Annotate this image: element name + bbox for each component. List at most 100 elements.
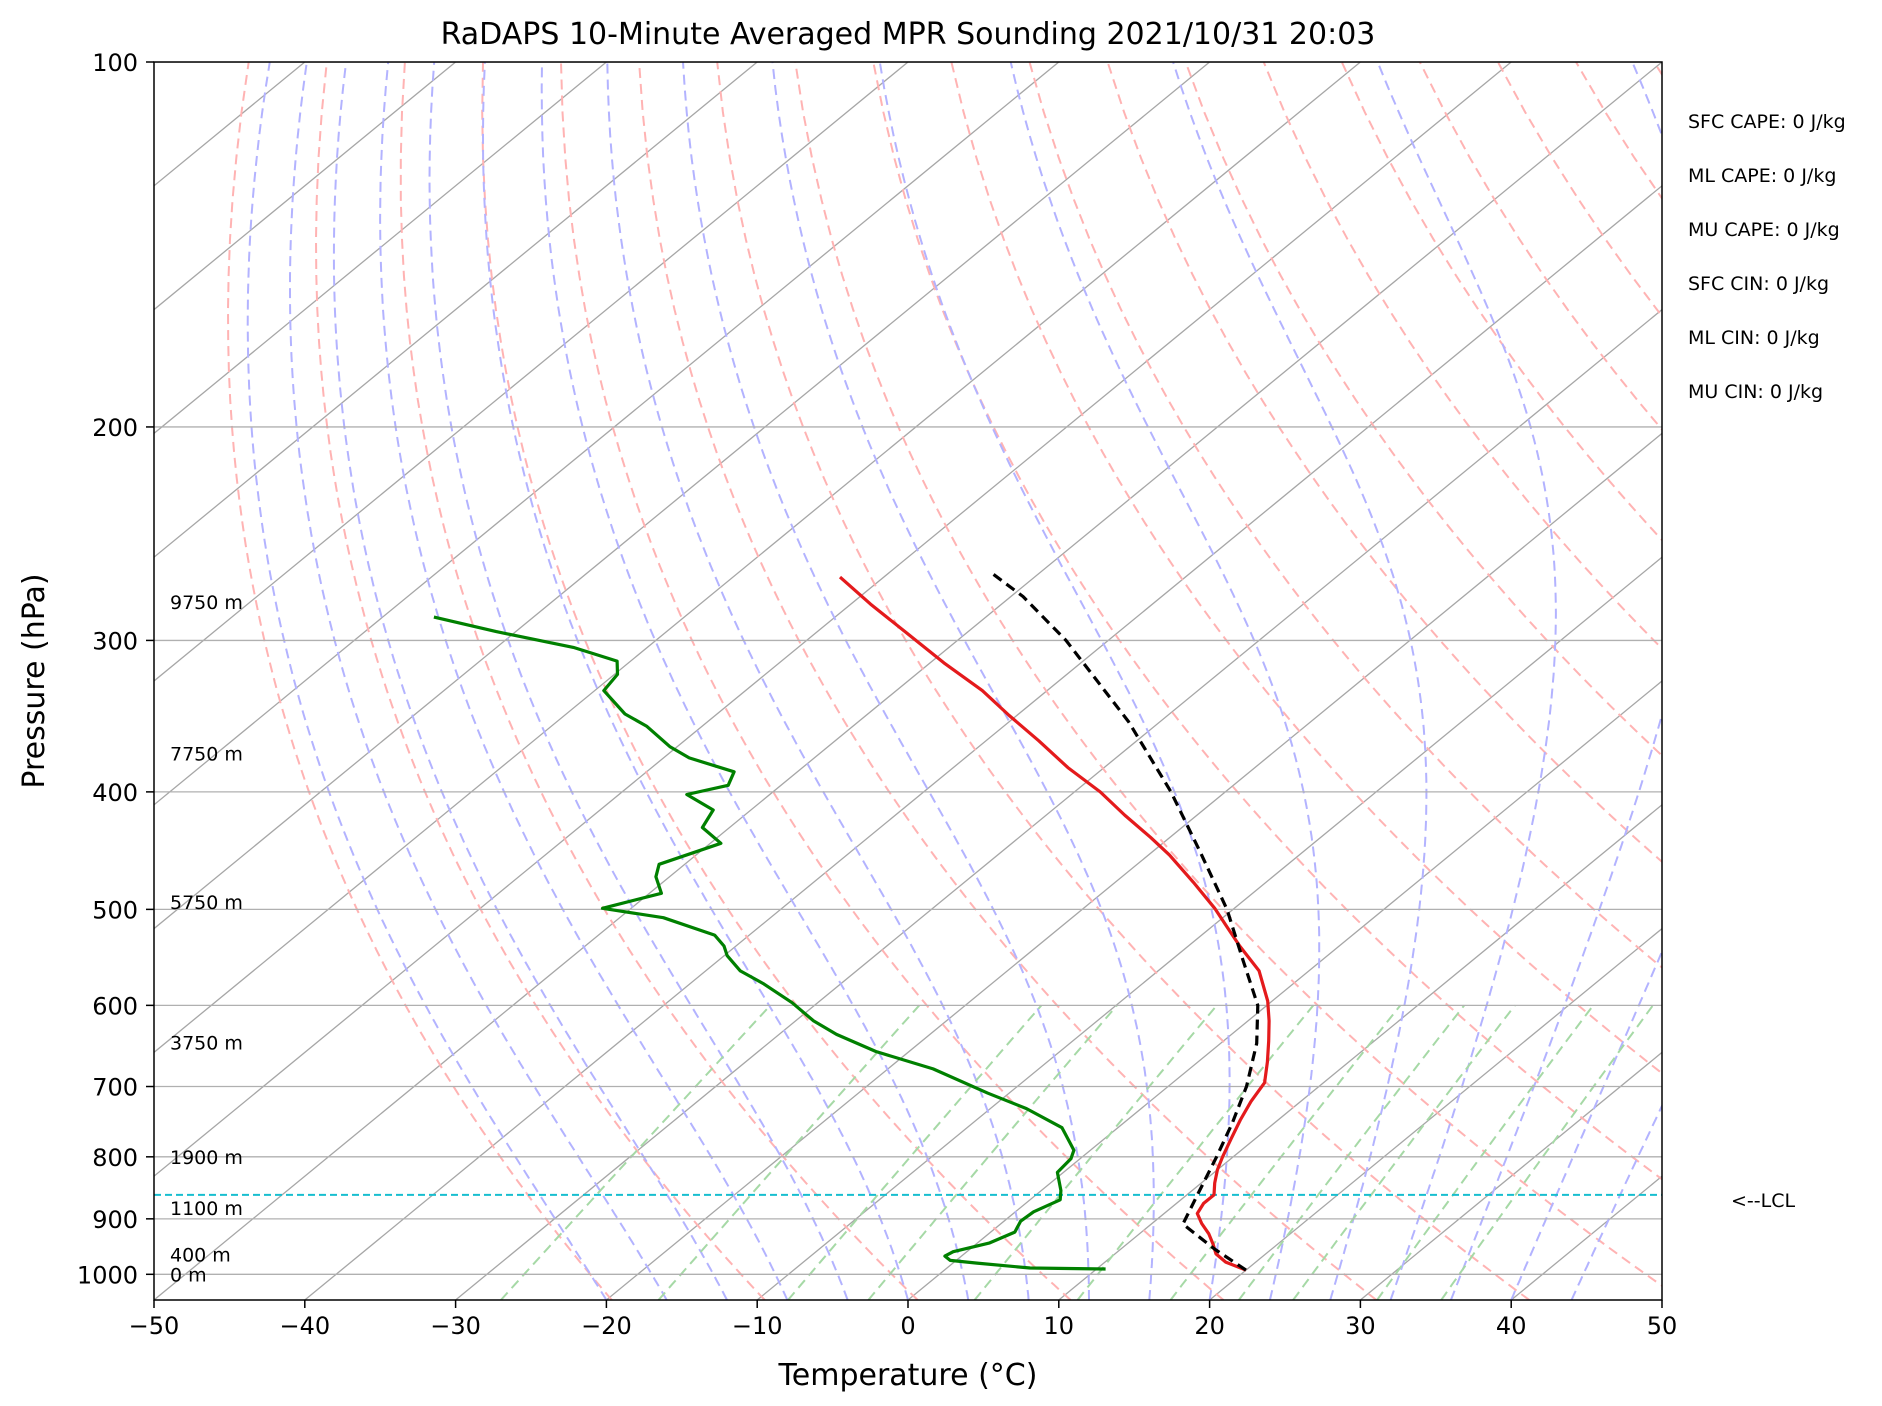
height-label: 3750 m xyxy=(170,1033,243,1055)
dry-adiabat-line xyxy=(226,62,613,1300)
height-label: 400 m xyxy=(170,1244,231,1266)
mixing-ratio-line xyxy=(500,1004,772,1300)
dry-adiabat-line xyxy=(1262,62,1662,650)
x-tick-label: −10 xyxy=(732,1312,783,1340)
profile-series xyxy=(433,569,1271,1272)
moist-adiabat-line xyxy=(878,62,1231,1300)
moist-adiabat-line xyxy=(771,62,1155,1300)
y-tick-label: 900 xyxy=(92,1206,138,1234)
moist-adiabat-line xyxy=(1009,62,1321,1300)
moist-adiabat-line xyxy=(682,62,1090,1300)
stat-text: SFC CAPE: 0 J/kg xyxy=(1688,111,1846,133)
height-labels: 9750 m 7750 m 5750 m 3750 m 1900 m 1100 m 400 … xyxy=(170,592,243,1286)
isotherm-line xyxy=(154,62,1211,930)
dry-adiabat-line xyxy=(1184,62,1662,757)
y-tick-label: 300 xyxy=(92,627,138,655)
isotherm-line xyxy=(304,184,1662,1300)
mixing-ratio-line xyxy=(787,1004,1043,1300)
x-tick-label: −40 xyxy=(279,1312,330,1340)
isotherm-line xyxy=(1359,1051,1662,1300)
background-reference-lines xyxy=(154,62,1662,1300)
mixing-ratio-line xyxy=(1076,1004,1315,1300)
y-tick-label: 200 xyxy=(92,414,138,442)
stat-text: ML CAPE: 0 J/kg xyxy=(1688,165,1836,187)
dry-adiabat-line xyxy=(1106,62,1662,864)
mixing-ratio-line xyxy=(657,1004,920,1300)
isotherm-line xyxy=(756,556,1662,1300)
chart-title: RaDAPS 10-Minute Averaged MPR Sounding 2… xyxy=(441,17,1376,52)
height-label: 9750 m xyxy=(170,592,243,614)
pressure-gridlines xyxy=(154,62,1662,1275)
x-tick-label: 20 xyxy=(1194,1312,1225,1340)
moist-adiabat-line xyxy=(1449,62,1662,1300)
x-tick-label: 40 xyxy=(1496,1312,1527,1340)
moist-adiabat-line xyxy=(289,62,668,1300)
stat-text: ML CIN: 0 J/kg xyxy=(1688,327,1820,349)
y-tick-label: 500 xyxy=(92,896,138,924)
height-label: 0 m xyxy=(170,1264,207,1286)
dry-adiabat-line xyxy=(872,62,1662,1181)
isotherm-line xyxy=(605,432,1662,1300)
stability-indices: SFC CAPE: 0 J/kg ML CAPE: 0 J/kg MU CAPE: … xyxy=(1688,111,1846,403)
dry-adiabat-line xyxy=(399,62,919,1300)
mixing-ratio-line xyxy=(1292,1004,1516,1300)
mixing-ratio-line xyxy=(973,1004,1218,1300)
dry-adiabat-line xyxy=(950,62,1662,1075)
isotherm-line xyxy=(154,62,1512,1178)
y-tick-label: 700 xyxy=(92,1074,138,1102)
isotherm-line xyxy=(154,62,457,311)
stat-text: MU CIN: 0 J/kg xyxy=(1688,381,1823,403)
mixing-ratio-line xyxy=(867,1004,1118,1300)
x-tick-label: −20 xyxy=(581,1312,632,1340)
x-axis-ticks: −50 −40 −30 −20 −10 0 10 20 30 40 50 xyxy=(129,1300,1678,1340)
moist-adiabat-line xyxy=(1510,949,1662,1300)
moist-adiabat-line xyxy=(246,62,608,1300)
moist-adiabat-line xyxy=(428,62,849,1300)
moist-adiabat-line xyxy=(332,62,728,1300)
isotherm-line xyxy=(455,308,1662,1300)
moist-adiabat-line xyxy=(1172,62,1428,1300)
isotherm-line xyxy=(1209,927,1662,1300)
y-axis-title: Pressure (hPa) xyxy=(17,573,52,788)
isotherm-line xyxy=(154,62,1361,1054)
isotherm-line xyxy=(154,62,1060,806)
stat-text: SFC CIN: 0 J/kg xyxy=(1688,273,1829,295)
y-tick-label: 1000 xyxy=(77,1261,138,1289)
y-tick-label: 800 xyxy=(92,1144,138,1172)
height-label: 7750 m xyxy=(170,744,243,766)
x-tick-label: 50 xyxy=(1647,1312,1678,1340)
dry-adiabat-line xyxy=(716,62,1530,1300)
moist-adiabat-line xyxy=(606,62,1030,1300)
stat-text: MU CAPE: 0 J/kg xyxy=(1688,219,1840,241)
dewpoint-line xyxy=(433,615,1106,1271)
x-axis-title: Temperature (°C) xyxy=(778,1358,1038,1393)
height-label: 5750 m xyxy=(170,892,243,914)
isotherm-line xyxy=(154,62,607,435)
isotherm-line xyxy=(907,680,1662,1300)
height-label: 1900 m xyxy=(170,1147,243,1169)
parcel-line xyxy=(988,569,1260,1272)
y-tick-label: 100 xyxy=(92,49,138,77)
dry-adiabat-line xyxy=(560,62,1225,1300)
x-tick-label: 30 xyxy=(1345,1312,1376,1340)
moist-adiabat-line xyxy=(379,62,789,1300)
moist-adiabat-line xyxy=(481,62,909,1300)
x-tick-label: 10 xyxy=(1044,1312,1075,1340)
moist-adiabat-line xyxy=(540,62,970,1300)
mixing-ratio-line xyxy=(1169,1004,1402,1300)
dry-adiabat-line xyxy=(314,62,766,1300)
mixing-ratio-line xyxy=(1376,1004,1594,1300)
moist-adiabat-line xyxy=(1376,62,1557,1300)
lcl-label: <--LCL xyxy=(1731,1190,1795,1212)
x-tick-label: −30 xyxy=(430,1312,481,1340)
isotherm-line xyxy=(1058,803,1662,1300)
temperature-line xyxy=(838,575,1271,1272)
y-axis-ticks: 1000 900 800 700 600 500 400 300 200 100 xyxy=(77,49,154,1289)
x-tick-label: −50 xyxy=(129,1312,180,1340)
y-tick-label: 400 xyxy=(92,779,138,807)
dry-adiabat-line xyxy=(794,62,1662,1287)
isotherm-line xyxy=(154,62,758,559)
dry-adiabat-line xyxy=(638,62,1378,1300)
